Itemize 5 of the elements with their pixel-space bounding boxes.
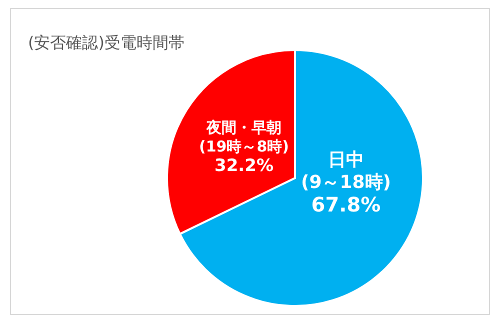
chart-title: (安否確認)受電時間帯 <box>28 33 184 52</box>
slice-label: 日中 (9～18時) <box>300 150 392 194</box>
data-label: 32.2% <box>214 156 274 176</box>
slice-label: 夜間・早朝 (19時～8時) <box>198 118 290 156</box>
data-label: 67.8% <box>311 192 381 216</box>
